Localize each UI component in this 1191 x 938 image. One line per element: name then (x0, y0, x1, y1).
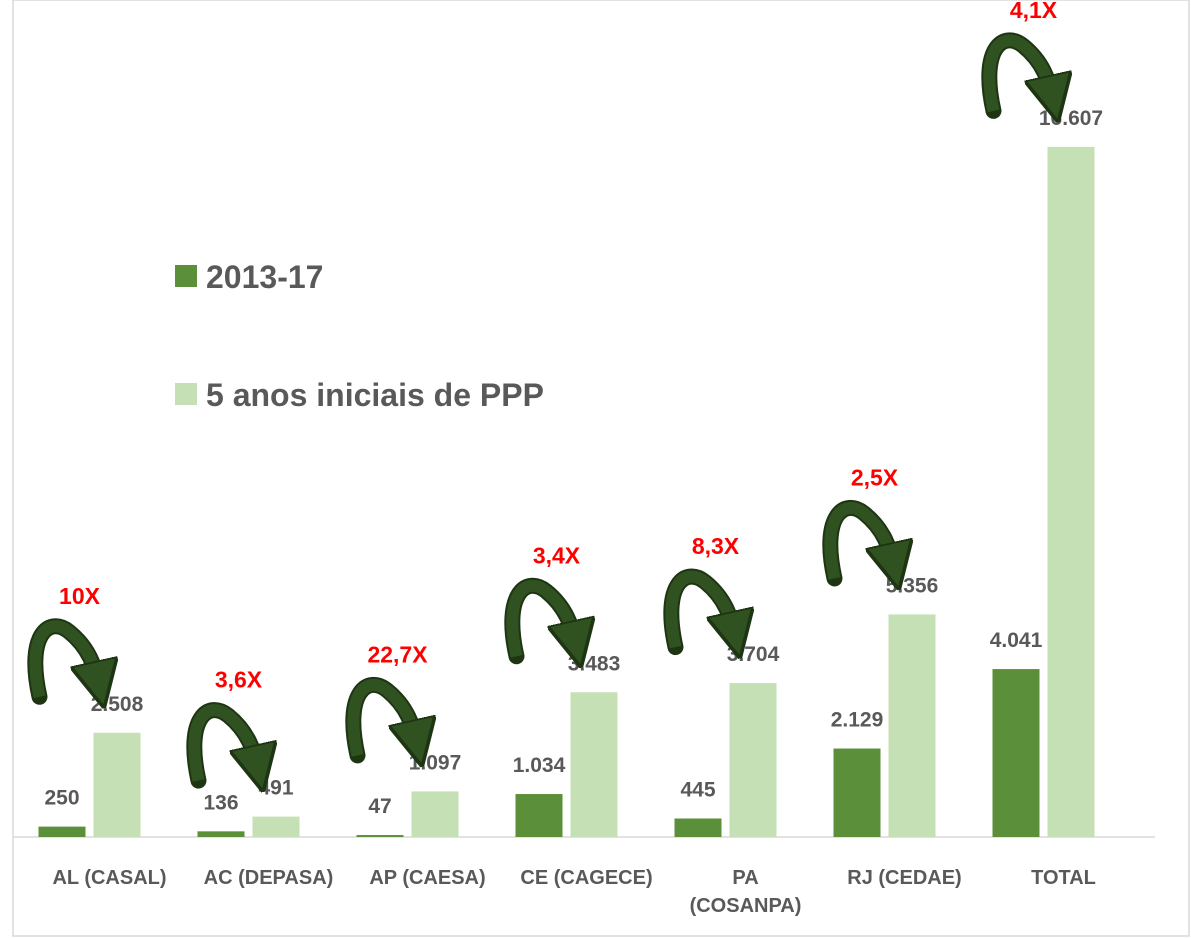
value-label: 445 (680, 779, 715, 802)
bar (356, 835, 404, 837)
annotation: 3,6X (215, 667, 263, 693)
bar (570, 692, 618, 837)
arrow (188, 704, 258, 781)
value-label: 2.129 (831, 709, 884, 732)
annotation: 2,5X (851, 464, 899, 490)
bar (197, 831, 245, 837)
arrow (506, 579, 576, 657)
value-label: 1.034 (513, 754, 566, 777)
x-tick-label: AC (DEPASA) (204, 867, 334, 889)
bar (888, 614, 936, 837)
value-label: 2.508 (91, 693, 144, 716)
bar (729, 683, 777, 837)
value-label: 5.356 (886, 574, 939, 597)
arrow (29, 620, 99, 697)
annotation: 10X (59, 583, 101, 609)
arrow (983, 34, 1053, 111)
value-label: 3.704 (727, 643, 780, 666)
value-label: 250 (44, 787, 79, 810)
legend-swatch (175, 383, 197, 405)
x-tick-label: RJ (CEDAE) (847, 867, 961, 889)
arrow (665, 570, 735, 648)
x-tick-label: CE (CAGECE) (520, 867, 652, 889)
value-label: 3.483 (568, 652, 621, 675)
value-label: 47 (368, 795, 391, 818)
legend-label: 5 anos iniciais de PPP (206, 377, 544, 413)
annotation: 3,4X (533, 542, 581, 568)
bar (38, 826, 86, 837)
value-label: 136 (203, 791, 238, 814)
bar (411, 791, 459, 837)
annotation: 22,7X (367, 641, 428, 667)
bar (674, 818, 722, 837)
x-tick-label: AP (CAESA) (369, 867, 485, 889)
bar (252, 816, 300, 837)
arrow (824, 502, 894, 579)
value-label: 4.041 (990, 629, 1043, 652)
bar (515, 794, 563, 837)
value-label: 491 (258, 777, 293, 800)
bar (93, 732, 141, 837)
annotation: 8,3X (692, 533, 740, 559)
frame (12, 0, 1190, 937)
x-tick-label: TOTAL (1031, 867, 1096, 889)
arrow (347, 679, 417, 756)
bar (1047, 146, 1095, 837)
annotation: 4,1X (1010, 0, 1058, 23)
legend-swatch (175, 265, 197, 287)
value-label: 16.607 (1039, 107, 1103, 130)
legend-label: 2013-17 (206, 259, 323, 295)
bar (992, 669, 1040, 837)
value-label: 1.097 (409, 751, 462, 774)
x-tick-label: AL (CASAL) (52, 867, 166, 889)
bar (833, 748, 881, 837)
x-tick-label: PA (COSANPA) (690, 867, 802, 917)
